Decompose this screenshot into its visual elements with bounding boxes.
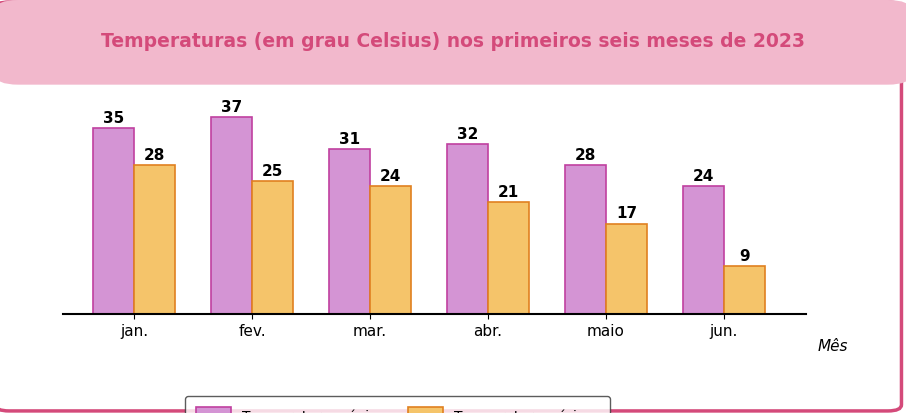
Bar (488, 202, 529, 314)
Bar (93, 128, 134, 314)
Text: 35: 35 (103, 111, 124, 126)
Bar (682, 186, 724, 314)
Bar (252, 181, 294, 314)
Bar (370, 186, 411, 314)
Text: 24: 24 (692, 169, 714, 184)
Bar (134, 165, 176, 314)
Legend: Temperatura máxima, Temperatura mínima: Temperatura máxima, Temperatura mínima (186, 396, 610, 413)
Text: 28: 28 (144, 148, 166, 163)
Text: 31: 31 (339, 132, 360, 147)
FancyBboxPatch shape (0, 0, 906, 85)
Text: Mês: Mês (817, 339, 848, 354)
Bar (606, 223, 647, 314)
Bar (447, 144, 488, 314)
Text: 17: 17 (616, 206, 637, 221)
Text: 32: 32 (457, 127, 478, 142)
Text: 28: 28 (574, 148, 596, 163)
Text: 24: 24 (380, 169, 401, 184)
Text: 9: 9 (739, 249, 750, 264)
Text: Temperaturas (em grau Celsius) nos primeiros seis meses de 2023: Temperaturas (em grau Celsius) nos prime… (101, 32, 805, 51)
Text: 37: 37 (221, 100, 242, 115)
Bar (329, 149, 370, 314)
Bar (724, 266, 765, 314)
Bar (211, 117, 252, 314)
Text: 21: 21 (498, 185, 519, 200)
Text: 25: 25 (262, 164, 284, 179)
Bar (564, 165, 606, 314)
